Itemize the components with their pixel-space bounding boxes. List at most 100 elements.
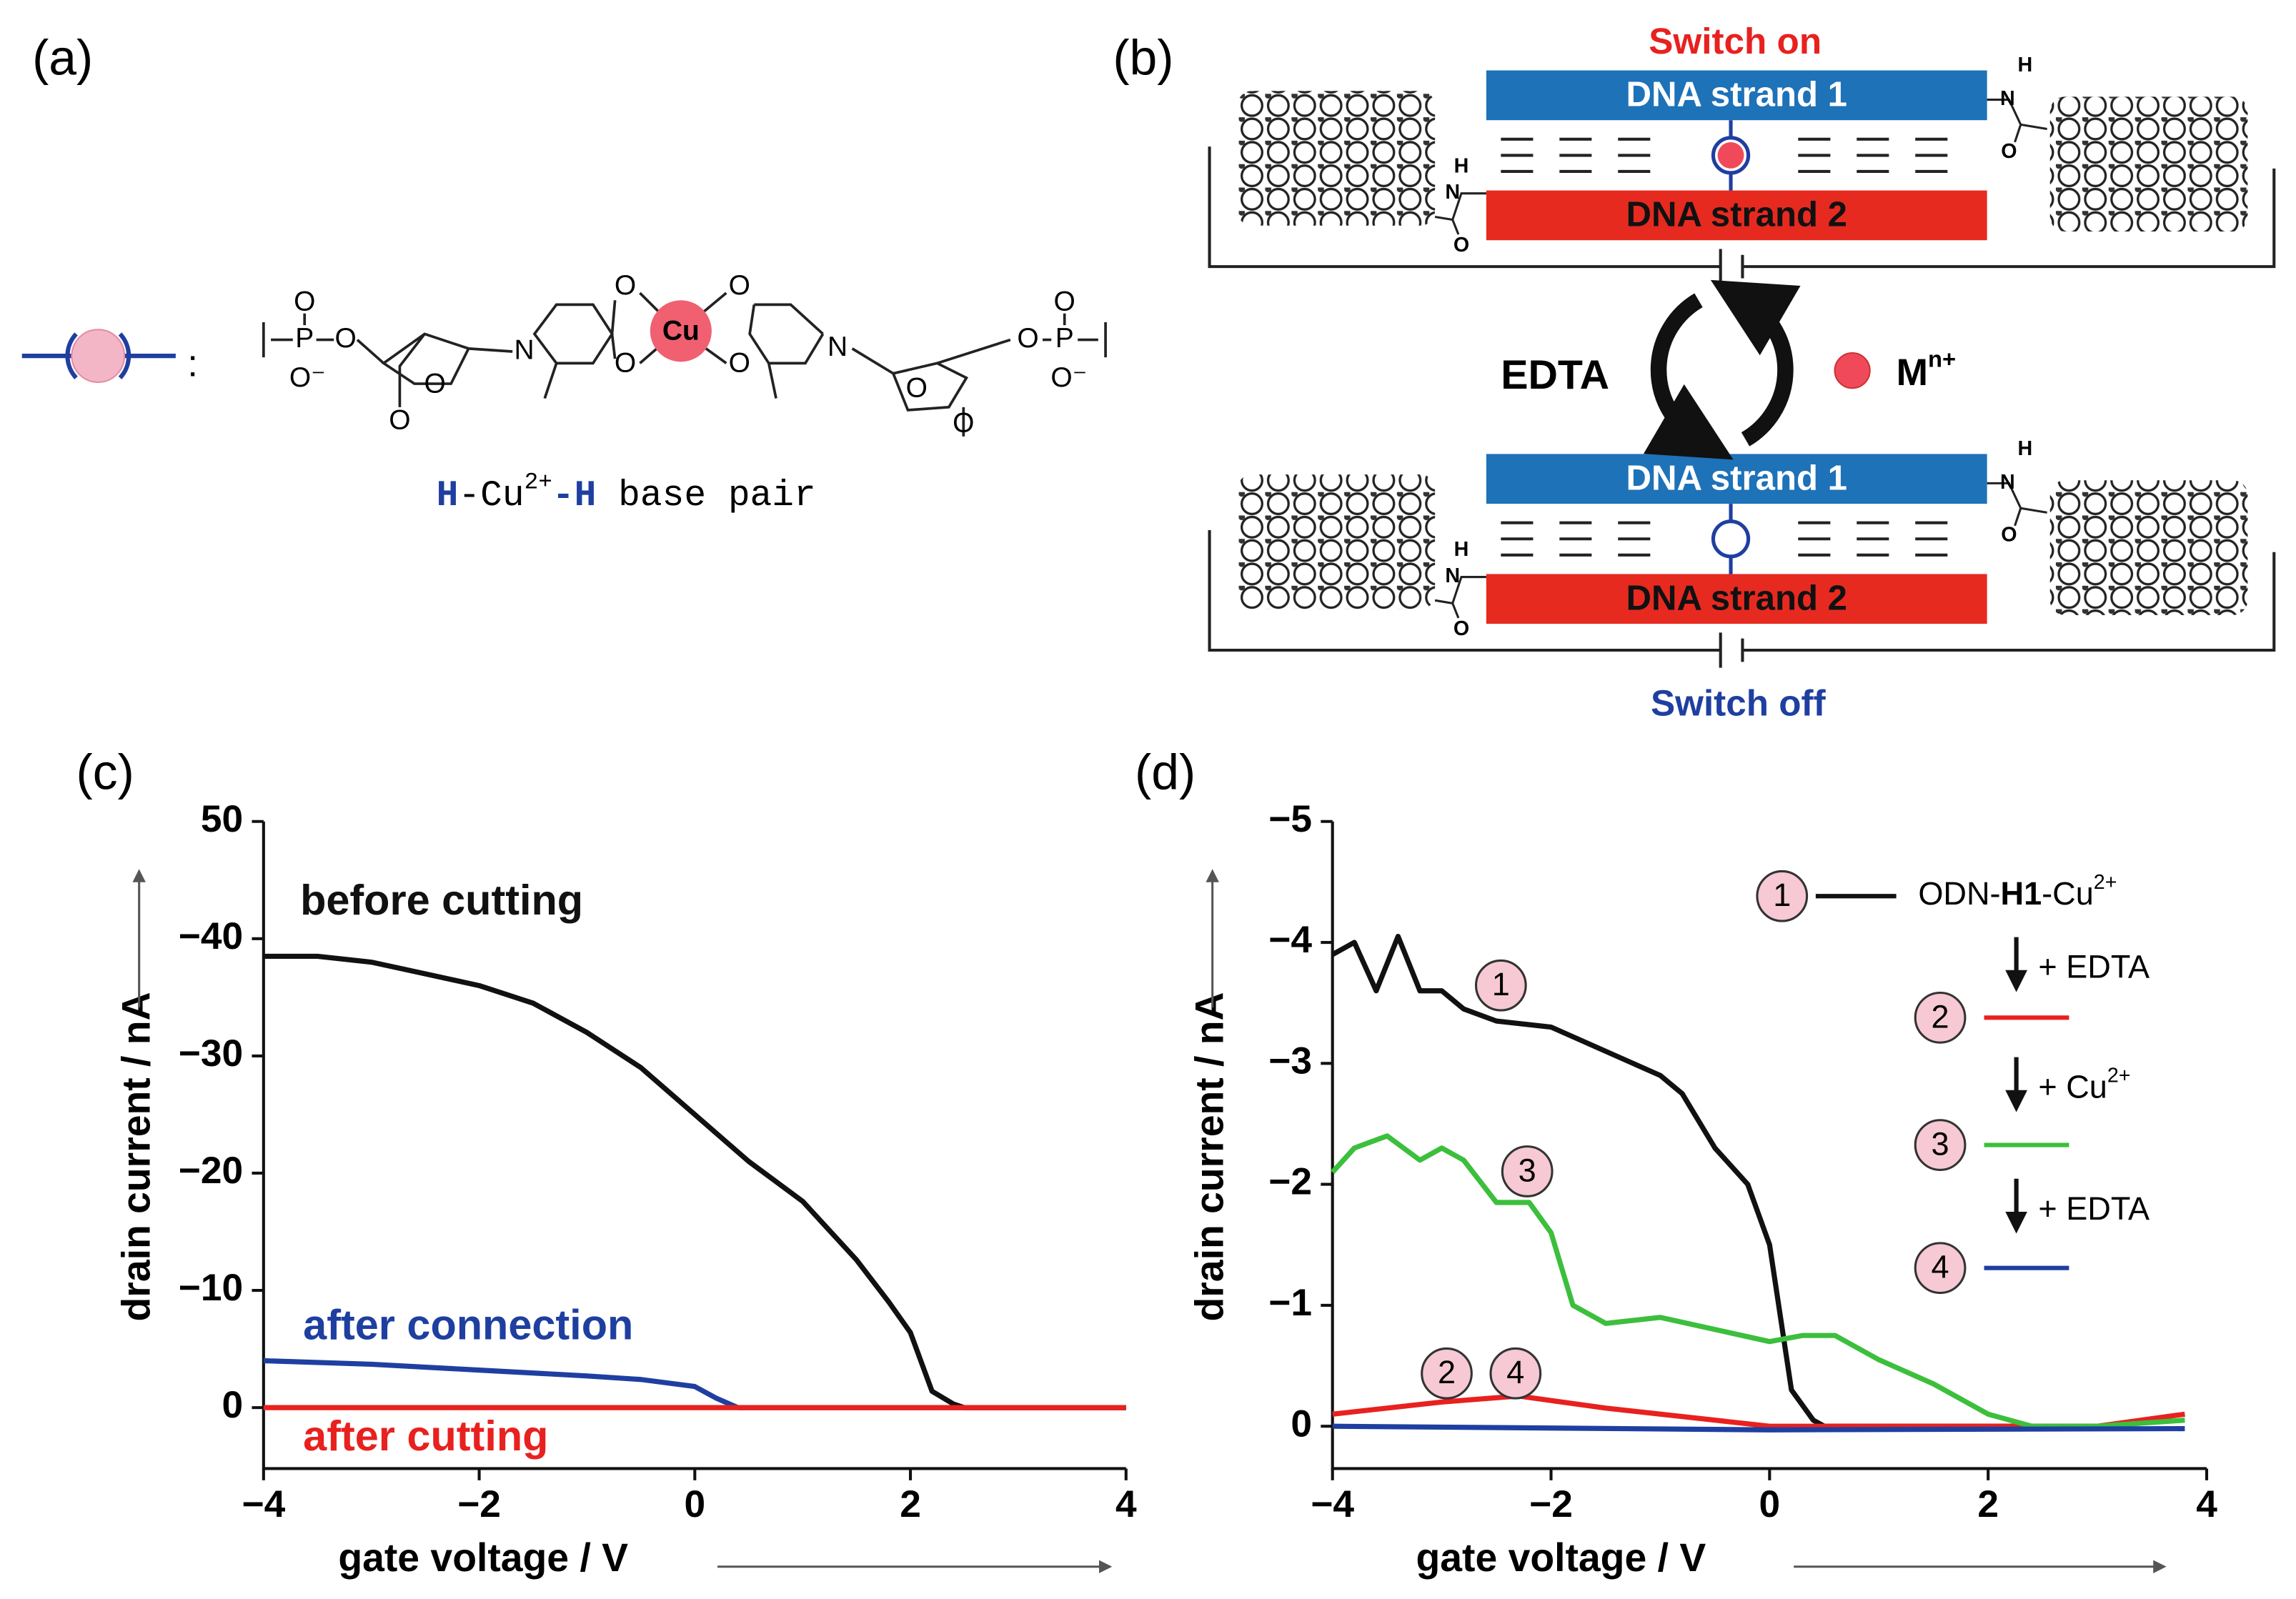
number-label: 2 bbox=[1438, 1354, 1456, 1390]
axis-frame bbox=[1331, 821, 2207, 1470]
panel-label: (c) bbox=[76, 744, 134, 800]
metal-label: Cu bbox=[662, 316, 700, 347]
x-tick-label: 2 bbox=[1977, 1483, 1999, 1525]
number-marker bbox=[1914, 991, 1967, 1044]
number-label: 4 bbox=[1506, 1354, 1524, 1390]
legend-note-part: ODN- bbox=[1918, 875, 2000, 912]
x-tick-label: −2 bbox=[1529, 1483, 1573, 1525]
step-text: + Cu bbox=[2038, 1069, 2107, 1105]
linker-atom: N bbox=[2000, 87, 2015, 110]
symbol-ion bbox=[71, 329, 126, 384]
y-tick-label: 0 bbox=[222, 1384, 244, 1426]
linker-atom: O bbox=[1453, 234, 1469, 256]
reagent: EDTA bbox=[1501, 352, 1609, 398]
linker-atom: H bbox=[1454, 538, 1469, 561]
linker-atom: N bbox=[2000, 471, 2015, 494]
base-pairs bbox=[1501, 137, 1948, 173]
linker-atom: O bbox=[1453, 617, 1469, 640]
structure-bonds bbox=[262, 292, 1107, 437]
nanotube bbox=[2049, 480, 2248, 615]
linker-atom: H bbox=[2018, 54, 2033, 76]
step-sup: 2+ bbox=[2107, 1064, 2131, 1087]
switch-off: Switch off bbox=[1651, 682, 1827, 723]
number-label: 4 bbox=[1932, 1249, 1949, 1285]
cycle-arrow bbox=[1710, 279, 1801, 447]
y-tick-label: −20 bbox=[179, 1150, 243, 1192]
number-label: 1 bbox=[1492, 966, 1510, 1002]
caption-part: base pair bbox=[596, 474, 815, 516]
number-label: 3 bbox=[1519, 1152, 1536, 1188]
atom-label: O bbox=[906, 373, 928, 404]
symbol-arcs bbox=[65, 332, 131, 379]
strand-label: DNA strand 2 bbox=[1626, 194, 1847, 234]
x-tick-label: 4 bbox=[2196, 1483, 2217, 1525]
number-marker bbox=[1474, 959, 1527, 1012]
y-tick-label: −30 bbox=[179, 1032, 243, 1075]
strand-bar bbox=[1486, 190, 1987, 241]
atom-label: O bbox=[1054, 287, 1075, 317]
y-tick-label: −5 bbox=[1268, 798, 1312, 840]
atom-label: N bbox=[515, 334, 535, 365]
strand-bar bbox=[1486, 454, 1987, 504]
cycle-arrow bbox=[1643, 293, 1734, 460]
y-tick-label: 50 bbox=[201, 798, 243, 840]
atom-label: O bbox=[334, 323, 356, 354]
battery bbox=[1719, 249, 1744, 284]
atom-label: O bbox=[729, 270, 750, 301]
atom-label: P bbox=[295, 323, 314, 354]
strand-label: DNA strand 1 bbox=[1626, 458, 1847, 497]
ion-sphere bbox=[1717, 141, 1744, 169]
atom-label: O bbox=[389, 405, 410, 436]
legend-note: ODN-H1-Cu2+ bbox=[1918, 870, 2117, 912]
y-tick-label: −1 bbox=[1268, 1282, 1312, 1324]
panel-label: (d) bbox=[1135, 744, 1196, 800]
linker-atom: N bbox=[1445, 564, 1460, 587]
step-text: + EDTA bbox=[2038, 949, 2150, 985]
atom-label: O bbox=[729, 348, 750, 379]
x-tick-label: −4 bbox=[242, 1483, 285, 1525]
x-tick-label: 0 bbox=[684, 1483, 705, 1525]
switch-on: Switch on bbox=[1649, 21, 1822, 61]
number-label: 3 bbox=[1932, 1126, 1949, 1162]
y-tick-label: −10 bbox=[179, 1267, 243, 1309]
number-marker bbox=[1501, 1145, 1554, 1197]
nanotube bbox=[1237, 474, 1436, 609]
panel-label: (b) bbox=[1113, 30, 1173, 86]
atom-label: O bbox=[953, 408, 974, 439]
linker-atom: O bbox=[2001, 140, 2017, 163]
x-tick-label: 4 bbox=[1115, 1483, 1137, 1525]
legend-note-part: 2+ bbox=[2094, 870, 2117, 893]
metal-ion bbox=[650, 300, 712, 362]
linker bbox=[1434, 482, 2047, 619]
ion-sphere bbox=[1834, 352, 1871, 389]
x-tick-label: −2 bbox=[457, 1483, 501, 1525]
linker bbox=[1434, 98, 2047, 235]
panel-label: (a) bbox=[32, 30, 93, 86]
data-line bbox=[1331, 933, 2098, 1429]
y-tick-label: −2 bbox=[1268, 1161, 1312, 1203]
linker-atom: O bbox=[2001, 524, 2017, 547]
atom-label: O bbox=[615, 348, 636, 379]
caption: H-Cu2+-H base pair bbox=[437, 469, 816, 516]
strand-bar bbox=[1486, 574, 1987, 624]
number-marker bbox=[1756, 870, 1809, 922]
legend-note-part: H1 bbox=[2001, 875, 2042, 912]
data-line bbox=[1332, 1423, 2185, 1433]
series-label: before cutting bbox=[300, 876, 583, 924]
data-line bbox=[263, 1358, 1126, 1410]
ion-symbol: M bbox=[1897, 352, 1928, 394]
atom-label: O bbox=[294, 287, 315, 317]
linker-atom: N bbox=[1445, 181, 1460, 204]
number-label: 1 bbox=[1773, 877, 1791, 913]
step-label: + EDTA bbox=[2038, 949, 2150, 985]
caption-part: -Cu bbox=[458, 474, 524, 516]
linker-atom: H bbox=[1454, 154, 1469, 177]
axis-frame bbox=[262, 821, 1126, 1470]
strand-label: DNA strand 1 bbox=[1626, 74, 1847, 114]
series-label: after connection bbox=[303, 1300, 633, 1348]
caption-part: H bbox=[437, 474, 459, 516]
y-axis-label: drain current / nA bbox=[1187, 992, 1231, 1321]
x-tick-label: −4 bbox=[1311, 1483, 1354, 1525]
